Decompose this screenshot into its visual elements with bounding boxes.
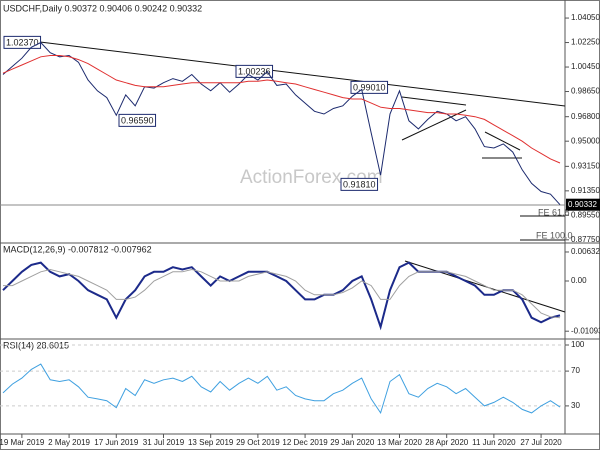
y-tick-label: 1.04050 — [571, 13, 600, 22]
annotation: FE 61.8 — [538, 207, 570, 217]
x-tick-label: 2 May 2019 — [48, 438, 90, 447]
x-tick-label: 19 Mar 2019 — [0, 438, 45, 447]
x-tick-label: 28 Apr 2020 — [425, 438, 469, 447]
price-label-box — [566, 198, 600, 211]
x-tick-label: 13 Sep 2019 — [188, 438, 234, 447]
y-tick-label: 0.93150 — [571, 161, 600, 170]
y-tick-label: 0.00 — [571, 276, 587, 285]
series-line — [2, 41, 561, 206]
y-tick-label: 100 — [571, 340, 585, 349]
y-tick-label: 0.91350 — [571, 186, 600, 195]
x-tick-label: 12 Dec 2019 — [282, 438, 328, 447]
annotation: 1.02370 — [6, 37, 39, 47]
y-tick-label: 0.89550 — [571, 210, 600, 219]
channel-line — [484, 131, 521, 151]
y-tick-label: 1.00450 — [571, 62, 600, 71]
price-label: 0.90332 — [568, 200, 597, 209]
macd-trend-line — [404, 260, 566, 313]
annotation: FE 100.0 — [536, 230, 573, 240]
annotation-box — [340, 177, 379, 191]
y-tick-label: -0.010939 — [571, 326, 600, 335]
series-line — [2, 363, 561, 415]
x-tick-label: 31 Jul 2019 — [143, 438, 185, 447]
annotation: 0.96590 — [121, 115, 154, 125]
x-tick-label: 17 Jun 2019 — [94, 438, 139, 447]
y-tick-label: 0.95000 — [571, 136, 600, 145]
triangle-line — [401, 109, 467, 141]
y-tick-label: 0.98650 — [571, 87, 600, 96]
macd-title: MACD(12,26,9) -0.007812 -0.007962 — [3, 244, 152, 254]
annotation: 0.91810 — [343, 179, 376, 189]
y-tick-label: 70 — [571, 366, 580, 375]
series-line — [3, 268, 561, 319]
annotation: 1.00236 — [238, 66, 271, 76]
x-tick-label: 29 Oct 2019 — [236, 438, 280, 447]
y-tick-label: 0.006321 — [571, 247, 600, 256]
y-tick-label: 0.87750 — [571, 235, 600, 244]
triangle-line — [401, 96, 467, 106]
y-tick-label: 30 — [571, 401, 580, 410]
annotation-box — [118, 113, 157, 127]
x-tick-label: 11 Jun 2020 — [472, 438, 516, 447]
trend-line — [39, 41, 566, 107]
series-line — [2, 261, 561, 331]
y-tick-label: 0.96800 — [571, 112, 600, 121]
x-tick-label: 29 Jan 2020 — [330, 438, 375, 447]
x-tick-label: 13 Mar 2020 — [377, 438, 422, 447]
x-tick-label: 27 Jul 2020 — [520, 438, 562, 447]
series-line — [2, 55, 561, 164]
price-title: USDCHF,Daily 0.90372 0.90406 0.90242 0.9… — [3, 3, 202, 13]
y-tick-label: 1.02250 — [571, 38, 600, 47]
annotation: 0.99010 — [353, 82, 386, 92]
